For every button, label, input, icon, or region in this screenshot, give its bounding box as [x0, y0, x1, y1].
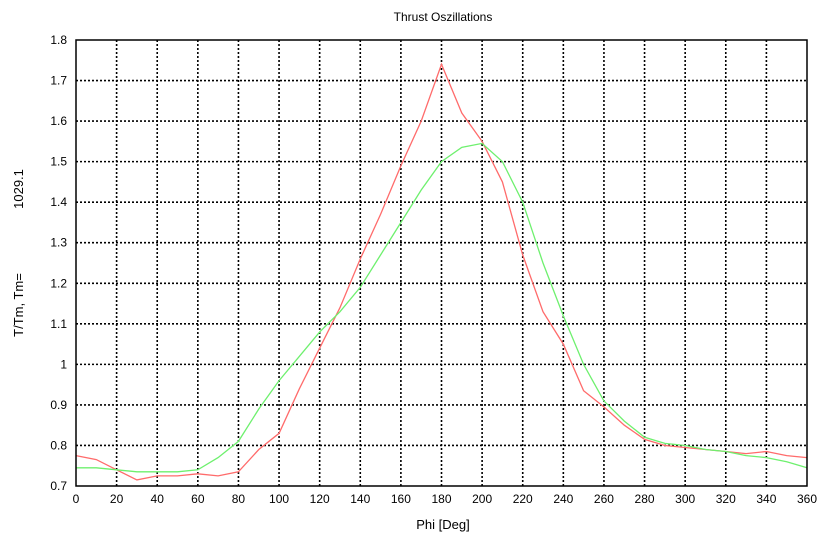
x-tick-label: 160 [391, 492, 411, 506]
y-tick-label: 1 [60, 357, 67, 371]
x-tick-label: 0 [73, 492, 80, 506]
y-axis-label: T/Tm, Tm= [11, 273, 26, 337]
y-tick-label: 0.7 [50, 479, 67, 493]
y-tick-label: 1.5 [50, 155, 67, 169]
x-tick-label: 40 [151, 492, 165, 506]
series-line-green [76, 142, 808, 473]
chart-title: Thrust Oszillations [394, 10, 493, 24]
x-tick-label: 300 [675, 492, 695, 506]
x-tick-label: 340 [756, 492, 776, 506]
x-tick-label: 280 [635, 492, 655, 506]
x-tick-label: 80 [232, 492, 246, 506]
plot-frame [75, 39, 808, 487]
y-tick-label: 1.2 [50, 276, 67, 290]
x-tick-label: 100 [269, 492, 289, 506]
series-layer [75, 62, 808, 481]
x-tick-label: 260 [594, 492, 614, 506]
y-tick-label: 1.6 [50, 114, 67, 128]
series-line-red [75, 62, 808, 481]
y-tick-label: 1.4 [50, 195, 67, 209]
x-tick-label: 180 [431, 492, 451, 506]
x-tick-label: 60 [191, 492, 205, 506]
x-tick-label: 220 [513, 492, 533, 506]
x-tick-label: 360 [797, 492, 817, 506]
x-axis-label: Phi [Deg] [416, 517, 469, 532]
y-tick-label: 0.9 [50, 398, 67, 412]
y-tick-label: 1.3 [50, 236, 67, 250]
x-tick-label: 20 [110, 492, 124, 506]
tick-label-layer: 0 20 40 60 80 100 120 140 160 180 200 220 240 260 280 3… [50, 33, 817, 506]
y-axis-label-value: 1029.1 [11, 169, 26, 209]
x-tick-label: 320 [716, 492, 736, 506]
x-tick-label: 140 [350, 492, 370, 506]
y-tick-label: 0.8 [50, 438, 67, 452]
x-tick-label: 120 [310, 492, 330, 506]
y-tick-label: 1.8 [50, 33, 67, 47]
y-tick-label: 1.7 [50, 74, 67, 88]
y-tick-label: 1.1 [50, 317, 67, 331]
x-tick-label: 240 [553, 492, 573, 506]
grid-layer [76, 40, 807, 486]
x-tick-label: 200 [472, 492, 492, 506]
